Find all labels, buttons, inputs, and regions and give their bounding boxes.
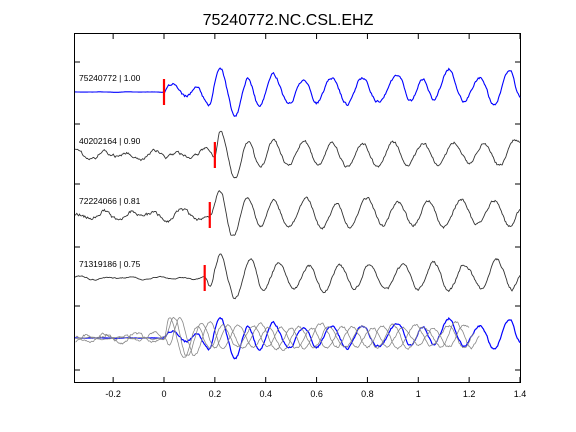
chart-title: 75240772.NC.CSL.EHZ (203, 12, 374, 29)
trace-line-1 (75, 67, 521, 118)
x-tick-label-5: 0.6 (310, 389, 323, 399)
plot-frame (74, 33, 521, 383)
overlay-trace-2 (75, 317, 470, 358)
left-axis-ticks (75, 61, 520, 371)
x-tick-label-8: 1.2 (463, 389, 476, 399)
x-tick-label-2: 0 (161, 389, 166, 399)
trace-line-4 (74, 253, 521, 300)
pick-markers (162, 79, 216, 291)
x-axis-ticks: -0.2 0 0.2 0.4 0.6 0.8 1 1.2 1.4 (105, 34, 526, 399)
trace-labels: 75240772 | 1.00 40202164 | 0.90 72224066 |… (79, 73, 141, 269)
trace-line-2 (74, 130, 521, 179)
trace-label-4: 71319186 | 0.75 (79, 259, 141, 269)
x-tick-label-4: 0.4 (259, 389, 272, 399)
x-tick-label-3: 0.2 (209, 389, 222, 399)
x-tick-label-9: 1.4 (514, 389, 527, 399)
overlay-trace-3 (75, 316, 475, 356)
x-tick-label-6: 0.8 (361, 389, 374, 399)
trace-label-1: 75240772 | 1.00 (79, 73, 141, 83)
x-tick-label-7: 1 (416, 389, 421, 399)
trace-label-3: 72224066 | 0.81 (79, 196, 141, 206)
x-tick-label-1: -0.2 (105, 389, 121, 399)
overlay-trace-4 (75, 317, 480, 357)
trace-label-2: 40202164 | 0.90 (79, 136, 141, 146)
trace-line-3 (74, 190, 521, 236)
overlay-stack (75, 316, 521, 360)
trace-group (74, 67, 521, 300)
